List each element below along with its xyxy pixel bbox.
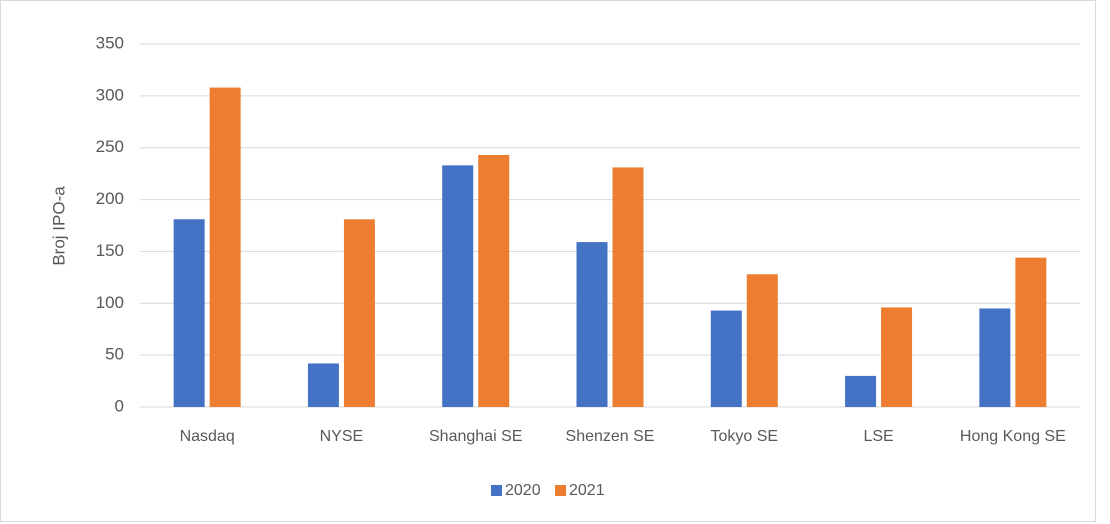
y-tick-label: 150: [96, 241, 124, 260]
bar: [343, 219, 375, 407]
y-tick-label: 350: [96, 33, 124, 52]
y-tick-label: 300: [96, 85, 124, 104]
x-tick-label: Shenzen SE: [566, 428, 655, 445]
bar: [307, 363, 339, 407]
bar: [845, 375, 877, 407]
legend-label: 2021: [569, 482, 605, 499]
y-tick-label: 250: [96, 137, 124, 156]
bar: [746, 274, 778, 407]
legend-swatch: [555, 485, 566, 496]
x-tick-label: Shanghai SE: [429, 428, 522, 445]
y-tick-label: 100: [96, 293, 124, 312]
legend-swatch: [491, 485, 502, 496]
bar: [979, 308, 1011, 407]
bar: [173, 219, 205, 407]
x-tick-label: NYSE: [320, 428, 364, 445]
y-tick-label: 0: [115, 396, 124, 415]
x-tick-label: Nasdaq: [180, 428, 235, 445]
y-axis-label: Broj IPO-a: [49, 186, 68, 266]
bar: [710, 310, 742, 407]
x-tick-label: Tokyo SE: [710, 428, 778, 445]
bar: [478, 154, 510, 407]
legend-label: 2020: [505, 482, 541, 499]
bar: [881, 307, 913, 407]
bar: [209, 87, 241, 407]
bar: [1015, 257, 1047, 407]
bar: [576, 242, 608, 407]
bar: [442, 165, 474, 407]
y-tick-label: 50: [105, 345, 124, 364]
x-tick-label: LSE: [863, 428, 893, 445]
y-tick-label: 200: [96, 189, 124, 208]
bar: [612, 167, 644, 407]
x-tick-label: Hong Kong SE: [960, 428, 1066, 445]
